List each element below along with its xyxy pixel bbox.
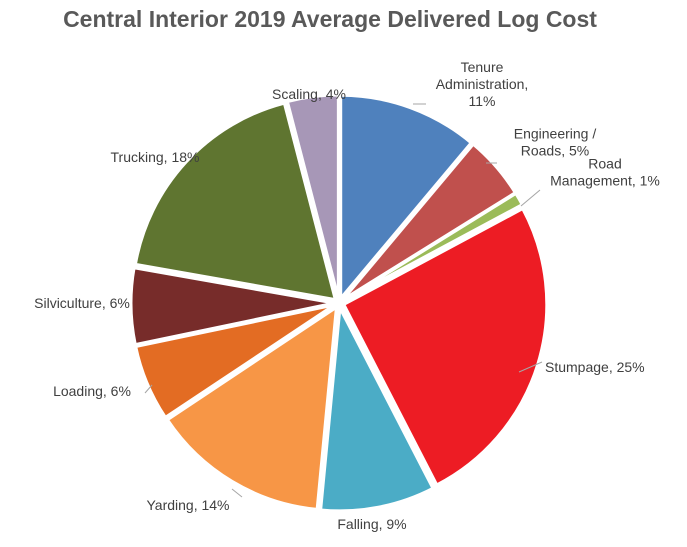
slice-label-line: Administration, [436,76,529,92]
slice-label-trucking: Trucking, 18% [111,149,200,165]
pie-slice-yarding [165,304,339,512]
slice-label-line: 11% [469,93,496,109]
slice-label-line: Loading, 6% [53,383,131,399]
slice-label-line: Trucking, 18% [111,149,200,165]
pie-slice-scaling [285,93,340,299]
slice-label-line: Roads, 5% [521,143,589,159]
slice-label-line: Stumpage, 25% [545,359,645,375]
slice-label-line: Tenure [461,59,504,75]
slice-label-stumpage: Stumpage, 25% [545,359,645,375]
slice-label-line: Scaling, 4% [272,86,346,102]
slice-label-yarding: Yarding, 14% [146,497,229,513]
slice-label-silviculture: Silviculture, 6% [34,295,130,311]
leader-line-road-management [520,189,541,207]
pie-slice-stumpage [341,206,549,487]
slice-label-line: Falling, 9% [337,516,406,532]
pie-slice-falling [319,302,435,513]
leader-line-loading [144,384,153,394]
pie-slice-trucking [133,101,338,302]
slice-label-scaling: Scaling, 4% [272,86,346,102]
pie-slice-loading [133,303,336,420]
leader-line-stumpage [518,361,543,373]
slice-label-line: Management, 1% [550,173,660,189]
pie-slice-silviculture [129,266,335,347]
slice-label-line: Engineering / [514,126,597,142]
slice-label-tenure-administration: Tenure Administration, 11% [436,59,529,109]
slice-label-line: Silviculture, 6% [34,295,130,311]
slice-label-engineering-roads: Engineering / Roads, 5% [514,126,597,159]
slice-label-road-management: Road Management, 1% [550,156,660,189]
pie-slice-tenure-administration [339,93,474,303]
slice-label-line: Road [588,156,621,172]
slice-label-loading: Loading, 6% [53,383,131,399]
slice-label-line: Yarding, 14% [146,497,229,513]
chart-title: Central Interior 2019 Average Delivered … [63,6,597,32]
slice-label-falling: Falling, 9% [337,516,406,532]
leader-line-yarding [231,488,243,498]
